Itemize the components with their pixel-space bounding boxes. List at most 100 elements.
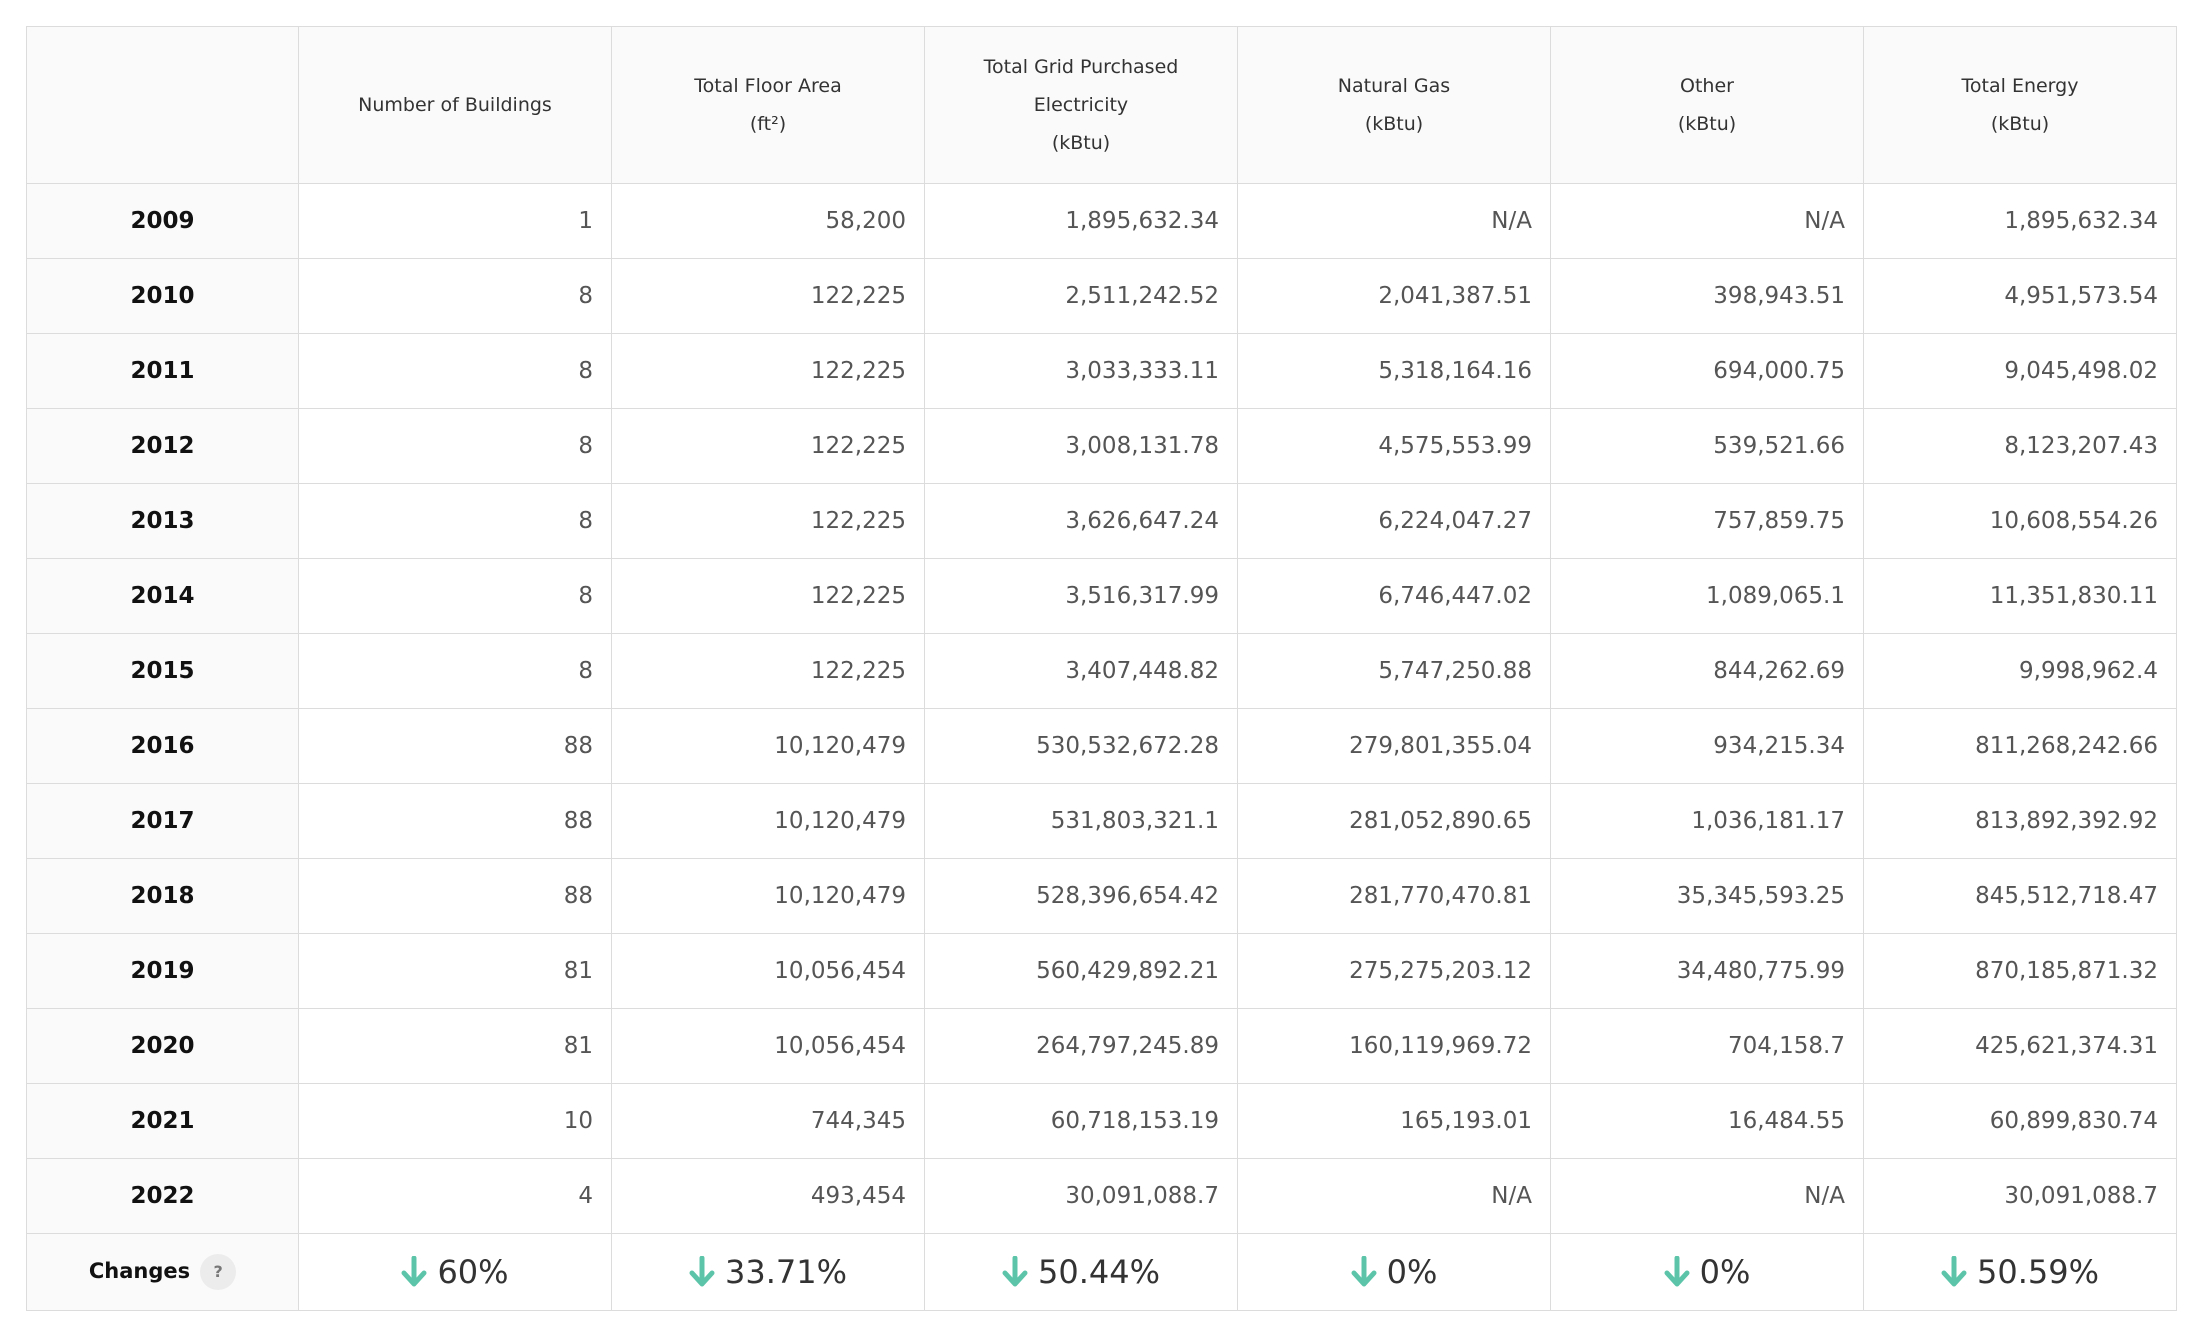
value-cell: 122,225 (611, 483, 925, 559)
value-cell: 81 (298, 933, 612, 1009)
table-row: 2017 88 10,120,479 531,803,321.1 281,052,890… (26, 783, 2177, 859)
value-cell: 10,608,554.26 (1863, 483, 2177, 559)
value-cell: 264,797,245.89 (924, 1008, 1238, 1084)
value-cell: 81 (298, 1008, 612, 1084)
value-cell: 6,224,047.27 (1237, 483, 1551, 559)
change-cell: 60% (298, 1233, 612, 1311)
value-cell: N/A (1550, 183, 1864, 259)
value-cell: 757,859.75 (1550, 483, 1864, 559)
value-cell: 34,480,775.99 (1550, 933, 1864, 1009)
value-cell: 8 (298, 408, 612, 484)
value-cell: 1,089,065.1 (1550, 558, 1864, 634)
value-cell: 3,033,333.11 (924, 333, 1238, 409)
arrow-down-icon (1664, 1255, 1690, 1288)
year-cell: 2012 (26, 408, 299, 484)
value-cell: 60,899,830.74 (1863, 1083, 2177, 1159)
year-cell: 2017 (26, 783, 299, 859)
value-cell: 844,262.69 (1550, 633, 1864, 709)
value-cell: 2,041,387.51 (1237, 258, 1551, 334)
column-header-line: (kBtu) (1990, 113, 2050, 135)
change-percent: 50.59% (1976, 1252, 2099, 1291)
value-cell: 88 (298, 858, 612, 934)
value-cell: 425,621,374.31 (1863, 1008, 2177, 1084)
value-cell: 60,718,153.19 (924, 1083, 1238, 1159)
value-cell: 3,008,131.78 (924, 408, 1238, 484)
change-cell: 50.44% (924, 1233, 1238, 1311)
value-cell: 10 (298, 1083, 612, 1159)
change-cell: 33.71% (611, 1233, 925, 1311)
value-cell: 16,484.55 (1550, 1083, 1864, 1159)
value-cell: 845,512,718.47 (1863, 858, 2177, 934)
value-cell: 10,056,454 (611, 933, 925, 1009)
value-cell: 813,892,392.92 (1863, 783, 2177, 859)
value-cell: 58,200 (611, 183, 925, 259)
value-cell: 694,000.75 (1550, 333, 1864, 409)
changes-label-cell: Changes? (26, 1233, 299, 1311)
change-value-group: 60% (401, 1252, 509, 1291)
column-header-line: (kBtu) (1677, 113, 1737, 135)
value-cell: 10,120,479 (611, 708, 925, 784)
year-cell: 2009 (26, 183, 299, 259)
value-cell: N/A (1237, 1158, 1551, 1234)
column-header: Natural Gas (kBtu) (1237, 26, 1551, 184)
arrow-down-icon (1941, 1255, 1967, 1288)
change-cell: 0% (1550, 1233, 1864, 1311)
value-cell: 275,275,203.12 (1237, 933, 1551, 1009)
energy-data-table: Number of Buildings Total Floor Area (ft²)… (26, 26, 2177, 1311)
change-value-group: 50.59% (1941, 1253, 2099, 1291)
table-row: 2022 4 493,454 30,091,088.7 N/A N/A 30,091,088… (26, 1158, 2177, 1234)
value-cell: 3,407,448.82 (924, 633, 1238, 709)
change-value-group: 0% (1351, 1252, 1438, 1291)
value-cell: 35,345,593.25 (1550, 858, 1864, 934)
arrow-down-icon (1351, 1255, 1377, 1288)
value-cell: 531,803,321.1 (924, 783, 1238, 859)
column-header-line: Electricity (1033, 94, 1129, 116)
value-cell: 3,626,647.24 (924, 483, 1238, 559)
change-percent: 60% (437, 1252, 509, 1291)
column-header-line: (kBtu) (1051, 132, 1111, 154)
table-row: 2016 88 10,120,479 530,532,672.28 279,801,35… (26, 708, 2177, 784)
change-percent: 0% (1386, 1252, 1438, 1291)
value-cell: 122,225 (611, 558, 925, 634)
value-cell: 30,091,088.7 (924, 1158, 1238, 1234)
value-cell: 539,521.66 (1550, 408, 1864, 484)
value-cell: 2,511,242.52 (924, 258, 1238, 334)
table-row: 2018 88 10,120,479 528,396,654.42 281,770,47… (26, 858, 2177, 934)
table-footer: Changes? 60% 33.71% 50.44% 0% 0% 50.59% (26, 1233, 2177, 1311)
help-icon[interactable]: ? (200, 1254, 237, 1290)
column-header-line: Total Energy (1961, 75, 2079, 97)
header-row: Number of Buildings Total Floor Area (ft²)… (26, 26, 2177, 184)
arrow-down-icon (689, 1255, 715, 1288)
arrow-down-icon (401, 1255, 427, 1288)
value-cell: 281,052,890.65 (1237, 783, 1551, 859)
year-cell: 2014 (26, 558, 299, 634)
value-cell: 493,454 (611, 1158, 925, 1234)
change-cell: 0% (1237, 1233, 1551, 1311)
value-cell: 8 (298, 483, 612, 559)
value-cell: 811,268,242.66 (1863, 708, 2177, 784)
value-cell: 5,747,250.88 (1237, 633, 1551, 709)
value-cell: 122,225 (611, 258, 925, 334)
year-cell: 2015 (26, 633, 299, 709)
change-cell: 50.59% (1863, 1233, 2177, 1311)
value-cell: 1,036,181.17 (1550, 783, 1864, 859)
value-cell: 122,225 (611, 408, 925, 484)
change-value-group: 33.71% (689, 1253, 847, 1291)
value-cell: 4,575,553.99 (1237, 408, 1551, 484)
header-corner-cell (26, 26, 299, 184)
value-cell: 30,091,088.7 (1863, 1158, 2177, 1234)
value-cell: 8,123,207.43 (1863, 408, 2177, 484)
value-cell: 8 (298, 258, 612, 334)
year-cell: 2013 (26, 483, 299, 559)
value-cell: 1 (298, 183, 612, 259)
change-percent: 50.44% (1037, 1252, 1160, 1291)
table-row: 2011 8 122,225 3,033,333.11 5,318,164.16 694,… (26, 333, 2177, 409)
energy-table-container: Number of Buildings Total Floor Area (ft²)… (26, 26, 2177, 1311)
value-cell: 10,120,479 (611, 858, 925, 934)
value-cell: 560,429,892.21 (924, 933, 1238, 1009)
value-cell: 122,225 (611, 633, 925, 709)
value-cell: 9,998,962.4 (1863, 633, 2177, 709)
column-header: Total Grid Purchased Electricity (kBtu) (924, 26, 1238, 184)
column-header: Total Energy (kBtu) (1863, 26, 2177, 184)
table-row: 2009 1 58,200 1,895,632.34 N/A N/A 1,895,632.3… (26, 183, 2177, 259)
